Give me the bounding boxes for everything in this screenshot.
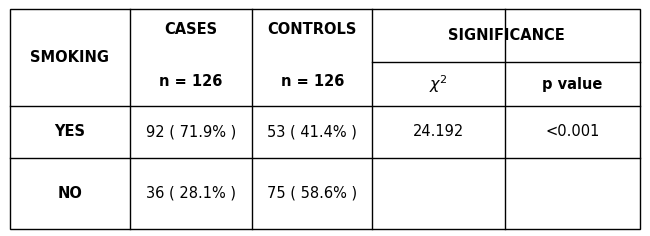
Text: NO: NO (57, 186, 82, 201)
Text: n = 126: n = 126 (281, 74, 344, 89)
Text: p value: p value (542, 76, 603, 92)
Text: $\chi^2$: $\chi^2$ (429, 73, 448, 95)
Text: <0.001: <0.001 (545, 124, 600, 139)
Text: CASES: CASES (164, 22, 218, 37)
Text: 36 ( 28.1% ): 36 ( 28.1% ) (146, 186, 236, 201)
Text: 92 ( 71.9% ): 92 ( 71.9% ) (146, 124, 236, 139)
Text: n = 126: n = 126 (159, 74, 223, 89)
Text: SMOKING: SMOKING (30, 50, 109, 65)
Text: SIGNIFICANCE: SIGNIFICANCE (448, 28, 565, 43)
Text: 75 ( 58.6% ): 75 ( 58.6% ) (267, 186, 358, 201)
Text: 24.192: 24.192 (413, 124, 464, 139)
Text: 53 ( 41.4% ): 53 ( 41.4% ) (267, 124, 358, 139)
Text: YES: YES (54, 124, 85, 139)
Text: CONTROLS: CONTROLS (268, 22, 357, 37)
